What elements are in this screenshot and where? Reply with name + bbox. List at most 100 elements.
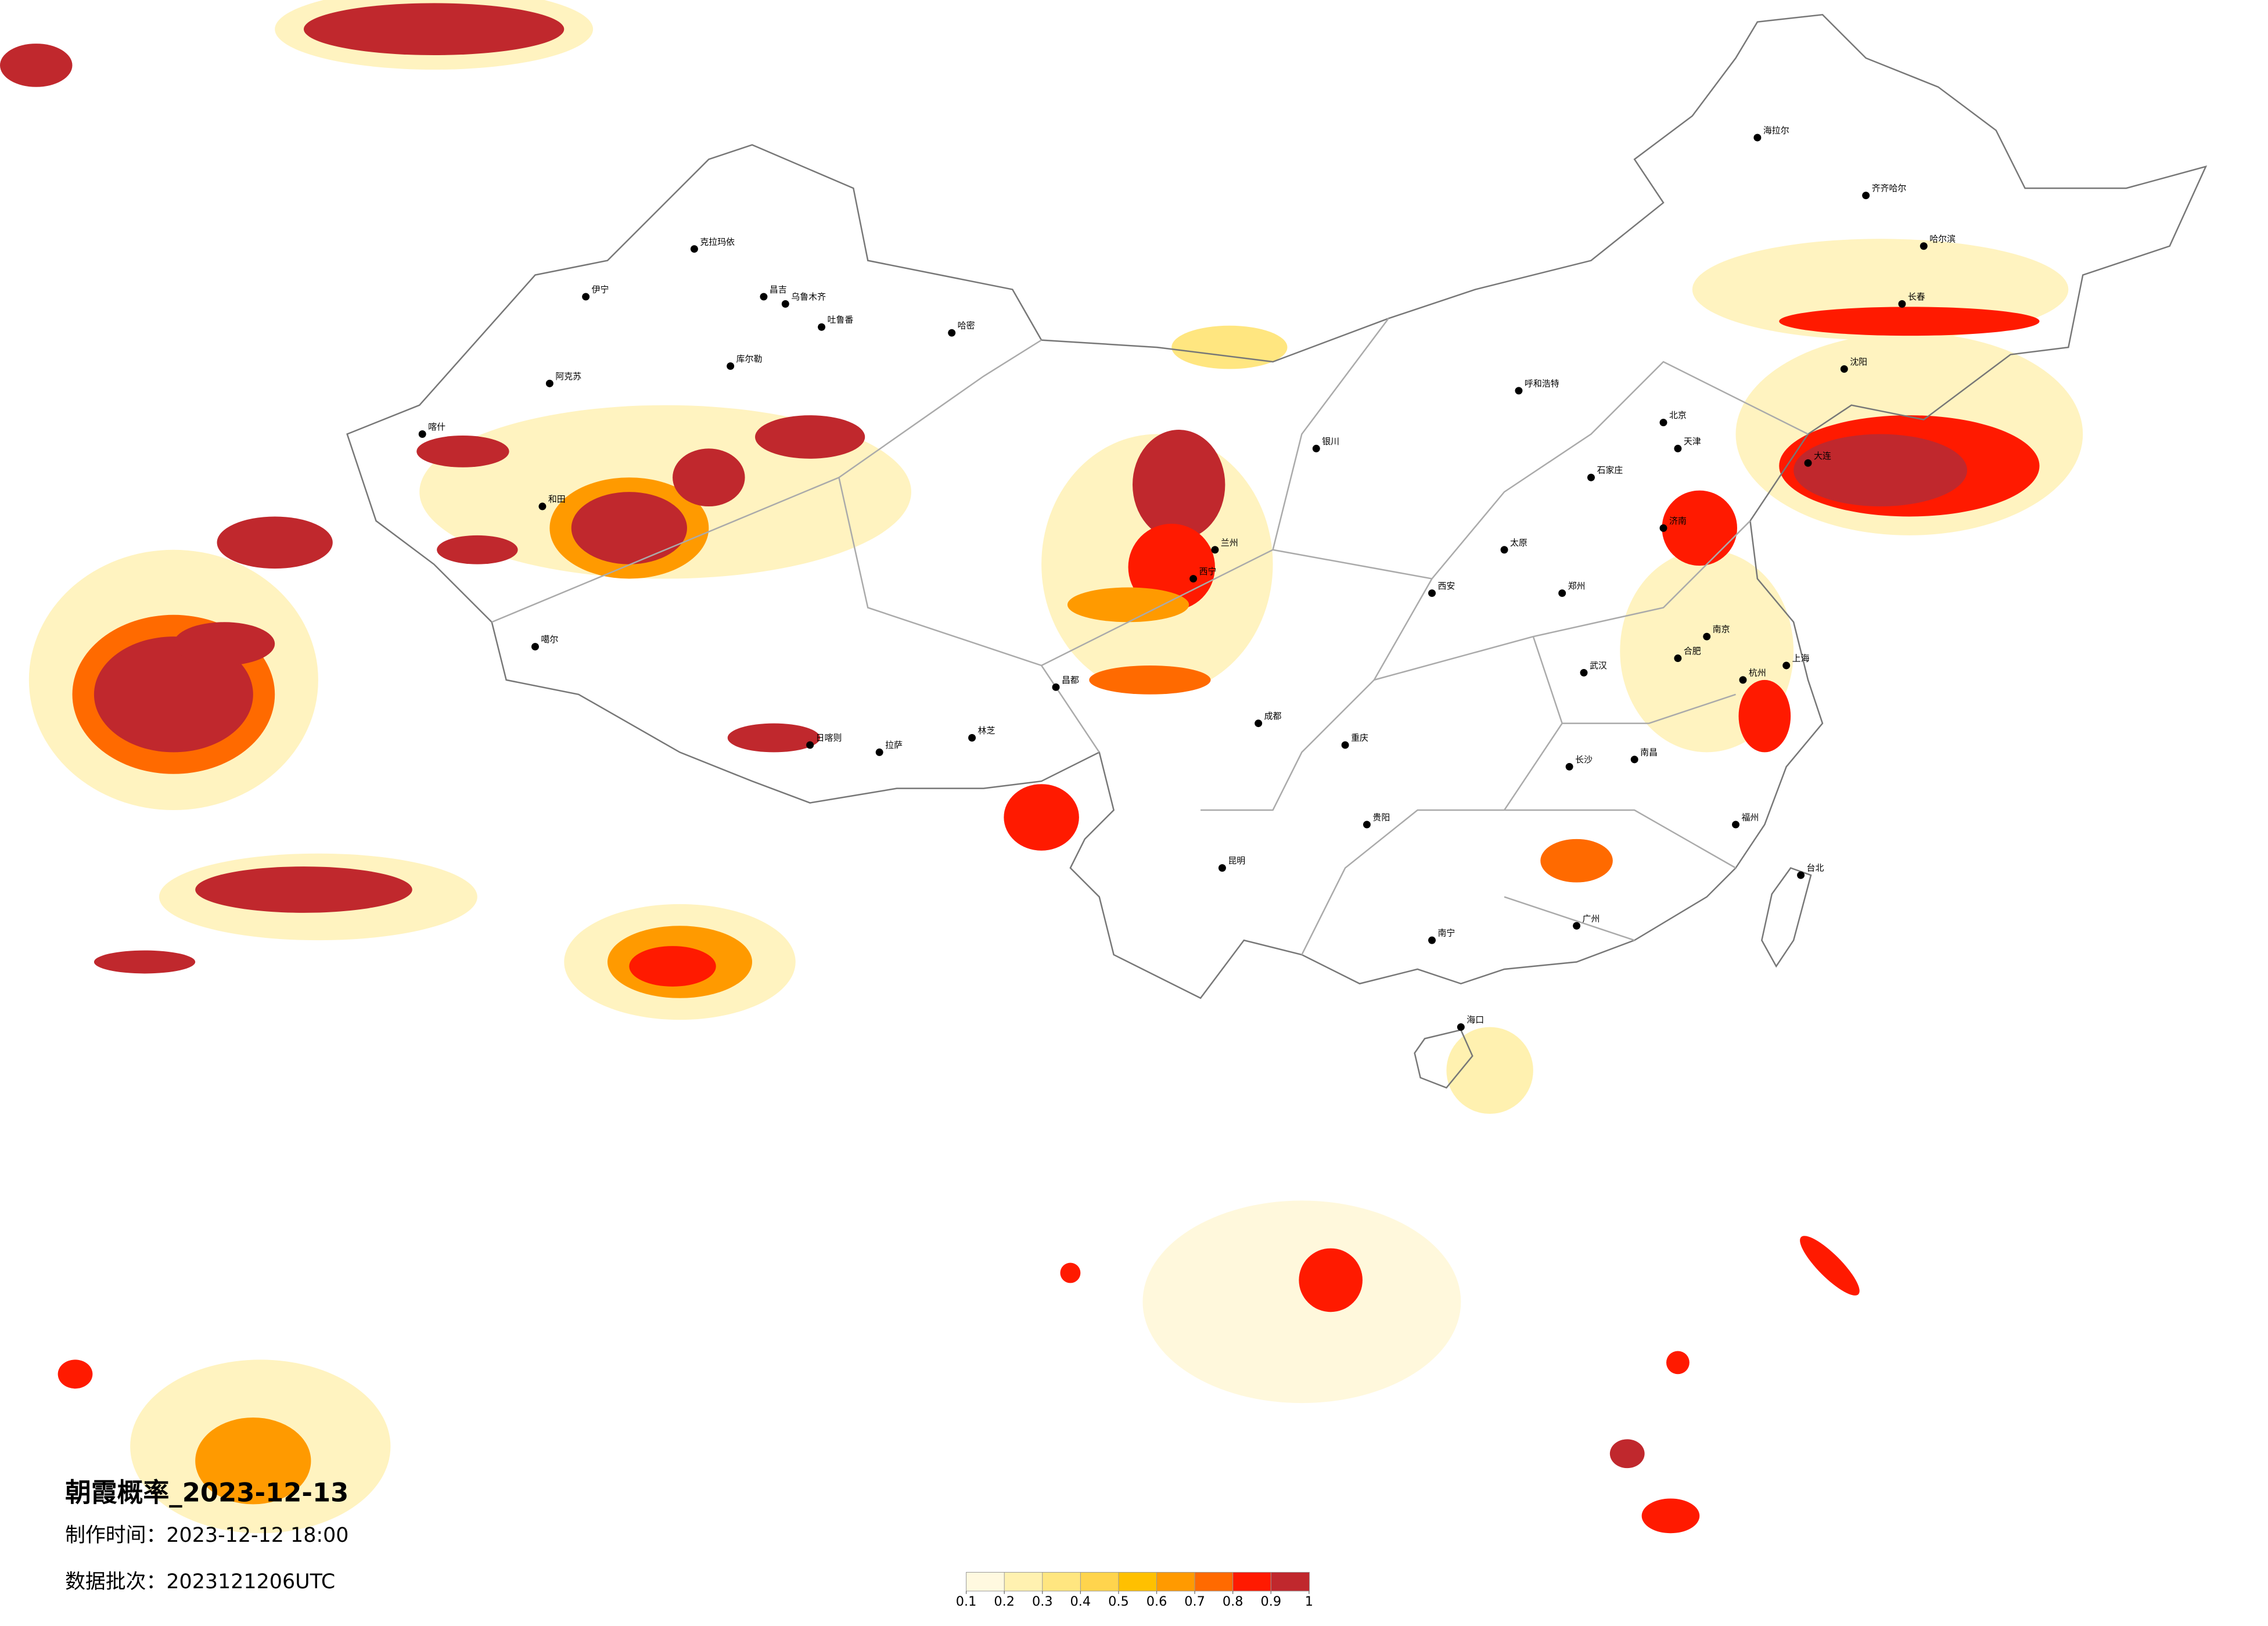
- legend-tick-label: 0.5: [1108, 1594, 1129, 1609]
- legend-tick-label: 0.6: [1146, 1594, 1167, 1609]
- city-label: 南京: [1713, 624, 1730, 635]
- city-label: 贵阳: [1372, 812, 1390, 822]
- made-time: 制作时间：2023-12-12 18:00: [65, 1524, 348, 1547]
- city-dot: [1674, 654, 1682, 662]
- city-label: 昌吉: [770, 284, 787, 294]
- city-label: 济南: [1669, 516, 1687, 526]
- city-label: 哈尔滨: [1929, 233, 1956, 244]
- city-label: 伊宁: [592, 284, 609, 294]
- city-dot: [818, 323, 826, 331]
- city-label: 天津: [1684, 436, 1701, 447]
- legend-swatch: [1042, 1571, 1081, 1592]
- city-dot: [727, 362, 735, 370]
- city-label: 大连: [1814, 451, 1831, 461]
- city-dot: [1630, 756, 1638, 764]
- city-label: 南宁: [1437, 928, 1455, 938]
- city-dot: [806, 741, 814, 749]
- province-borders: [491, 318, 1809, 955]
- legend-swatch: [1194, 1571, 1234, 1592]
- city-dot: [1659, 419, 1667, 427]
- legend-tick-label: 0.9: [1260, 1594, 1281, 1609]
- city-dot: [1573, 922, 1581, 930]
- city-label: 哈密: [958, 321, 975, 331]
- legend-tick-label: 0.4: [1070, 1594, 1091, 1609]
- city-dot: [1218, 864, 1226, 872]
- city-label: 郑州: [1568, 581, 1586, 591]
- city-label: 阿克苏: [555, 371, 581, 382]
- city-label: 昌都: [1062, 675, 1079, 685]
- city-dot: [1558, 589, 1566, 597]
- city-dot: [948, 329, 956, 337]
- city-dot: [1580, 668, 1588, 677]
- legend-tick-label: 0.3: [1032, 1594, 1053, 1609]
- city-dot: [545, 379, 553, 387]
- city-label: 台北: [1807, 863, 1824, 873]
- city-label: 石家庄: [1597, 465, 1623, 476]
- city-label: 昆明: [1228, 855, 1245, 866]
- city-dot: [1189, 575, 1198, 583]
- city-label: 西宁: [1199, 566, 1217, 577]
- city-dot: [1457, 1023, 1465, 1031]
- city-label: 银川: [1322, 436, 1339, 447]
- city-dot: [1500, 546, 1508, 554]
- city-label: 吐鲁番: [828, 315, 854, 325]
- legend-swatch: [966, 1571, 1005, 1592]
- city-dot: [1674, 444, 1682, 452]
- city-label: 乌鲁木齐: [791, 292, 826, 302]
- city-label: 呼和浩特: [1525, 378, 1559, 388]
- city-dot: [1797, 871, 1805, 879]
- borders: [346, 13, 2208, 1089]
- city-dot: [1898, 300, 1906, 308]
- city-label: 海拉尔: [1763, 125, 1789, 135]
- city-label: 兰州: [1221, 537, 1238, 548]
- city-dot: [538, 502, 547, 510]
- city-dot: [781, 300, 789, 308]
- city-label: 北京: [1669, 410, 1687, 420]
- city-label: 广州: [1583, 913, 1600, 924]
- legend-tick-label: 0.2: [994, 1594, 1015, 1609]
- taiwan: [1761, 867, 1812, 968]
- city-dot: [1428, 936, 1436, 944]
- city-dot: [1782, 661, 1791, 670]
- city-dot: [1739, 676, 1747, 684]
- city-label: 福州: [1741, 812, 1759, 822]
- city-dot: [1341, 741, 1349, 749]
- city-label: 噶尔: [541, 634, 558, 645]
- city-dot: [1659, 524, 1667, 532]
- city-label: 喀什: [428, 422, 445, 432]
- city-dot: [1703, 632, 1711, 641]
- city-dot: [1804, 459, 1812, 467]
- city-dot: [1920, 242, 1928, 250]
- city-dot: [418, 430, 426, 438]
- city-dot: [1732, 821, 1739, 829]
- city-dot: [1840, 365, 1848, 373]
- city-dot: [690, 245, 698, 253]
- city-dot: [1565, 762, 1573, 771]
- city-label: 沈阳: [1850, 357, 1867, 367]
- batch: 数据批次：2023121206UTC: [65, 1570, 335, 1593]
- probability-field: [0, 0, 2083, 1534]
- city-label: 西安: [1437, 581, 1455, 591]
- city-dot: [1587, 473, 1595, 481]
- city-dot: [1862, 192, 1870, 200]
- legend-swatch: [1232, 1571, 1272, 1592]
- city-dot: [760, 293, 768, 301]
- city-dot: [1312, 444, 1320, 452]
- city-label: 拉萨: [885, 740, 903, 750]
- city-label: 克拉玛依: [700, 236, 735, 247]
- city-label: 成都: [1264, 711, 1282, 721]
- city-dot: [1211, 546, 1219, 554]
- city-label: 库尔勒: [736, 354, 763, 364]
- legend-tick-label: 0.7: [1184, 1594, 1205, 1609]
- city-label: 和田: [548, 494, 566, 505]
- city-dot: [1255, 720, 1263, 728]
- city-label: 南昌: [1640, 747, 1658, 757]
- city-label: 太原: [1510, 537, 1527, 548]
- legend-tick-label: 1: [1305, 1594, 1313, 1609]
- city-dot: [1428, 589, 1436, 597]
- city-dot: [1052, 683, 1060, 691]
- legend-tick-label: 0.1: [956, 1594, 977, 1609]
- country-border: [346, 13, 2208, 999]
